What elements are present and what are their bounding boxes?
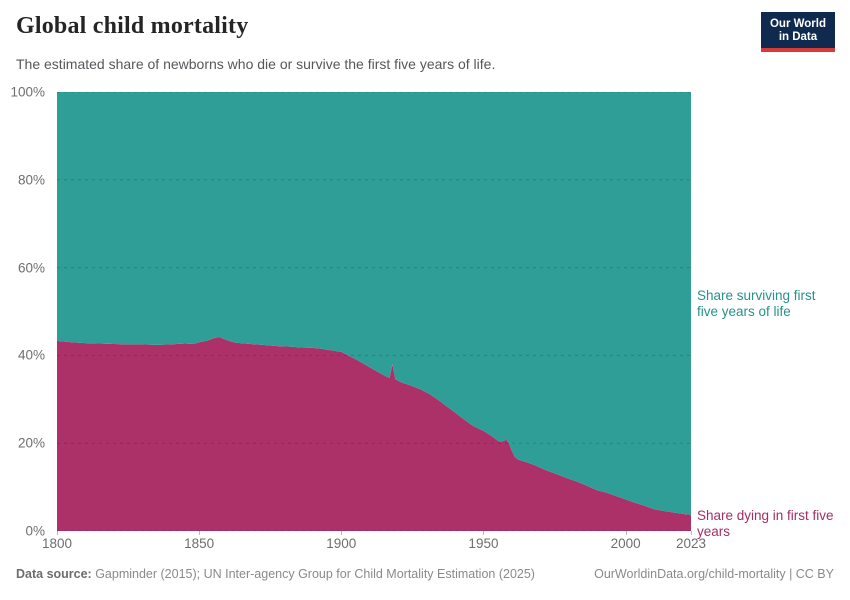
chart-plot-area[interactable] bbox=[57, 92, 691, 531]
series-label-dying: Share dying in first five years bbox=[697, 508, 834, 539]
x-tick-mark-1950 bbox=[483, 531, 485, 535]
series-label-surviving: Share surviving first five years of life bbox=[697, 288, 816, 319]
footer-rights: OurWorldinData.org/child-mortality | CC … bbox=[594, 567, 834, 581]
x-tick-label-1950: 1950 bbox=[468, 536, 499, 551]
page-title: Global child mortality bbox=[16, 13, 249, 39]
page-subtitle: The estimated share of newborns who die … bbox=[16, 56, 496, 72]
owid-logo-line1: Our World bbox=[769, 18, 826, 30]
x-tick-mark-1900 bbox=[341, 531, 343, 535]
footer: Data source: Gapminder (2015); UN Inter-… bbox=[16, 567, 834, 581]
x-tick-label-1850: 1850 bbox=[184, 536, 215, 551]
area-series-0[interactable] bbox=[57, 337, 691, 531]
y-tick-label-100%: 100% bbox=[10, 84, 45, 100]
y-tick-label-20%: 20% bbox=[17, 435, 45, 451]
area-series-1[interactable] bbox=[57, 92, 691, 515]
footer-datasource-text: Gapminder (2015); UN Inter-agency Group … bbox=[91, 567, 535, 581]
stacked-area-chart bbox=[57, 92, 691, 531]
y-tick-label-0%: 0% bbox=[25, 523, 45, 539]
x-tick-label-2000: 2000 bbox=[610, 536, 641, 551]
owid-logo-line2: in Data bbox=[778, 31, 818, 43]
x-tick-label-2023: 2023 bbox=[675, 536, 707, 551]
x-tick-mark-1800 bbox=[57, 531, 58, 535]
y-tick-label-40%: 40% bbox=[17, 347, 45, 363]
x-axis: 1800 1850 1900 1950 2000 2023 bbox=[42, 536, 706, 556]
x-tick-mark-2000 bbox=[625, 531, 627, 535]
y-axis: 0% 20% 40% 60% 80% 100% bbox=[0, 85, 51, 539]
x-tick-label-1900: 1900 bbox=[326, 536, 357, 551]
x-tick-label-1800: 1800 bbox=[41, 536, 73, 551]
y-tick-label-60%: 60% bbox=[17, 260, 45, 276]
x-tick-mark-2023 bbox=[691, 531, 692, 535]
footer-datasource-label: Data source: bbox=[16, 567, 92, 581]
y-tick-label-80%: 80% bbox=[17, 172, 45, 188]
x-tick-mark-1850 bbox=[199, 531, 201, 535]
footer-datasource: Data source: Gapminder (2015); UN Inter-… bbox=[16, 567, 535, 581]
owid-logo[interactable]: Our World in Data bbox=[760, 12, 835, 52]
